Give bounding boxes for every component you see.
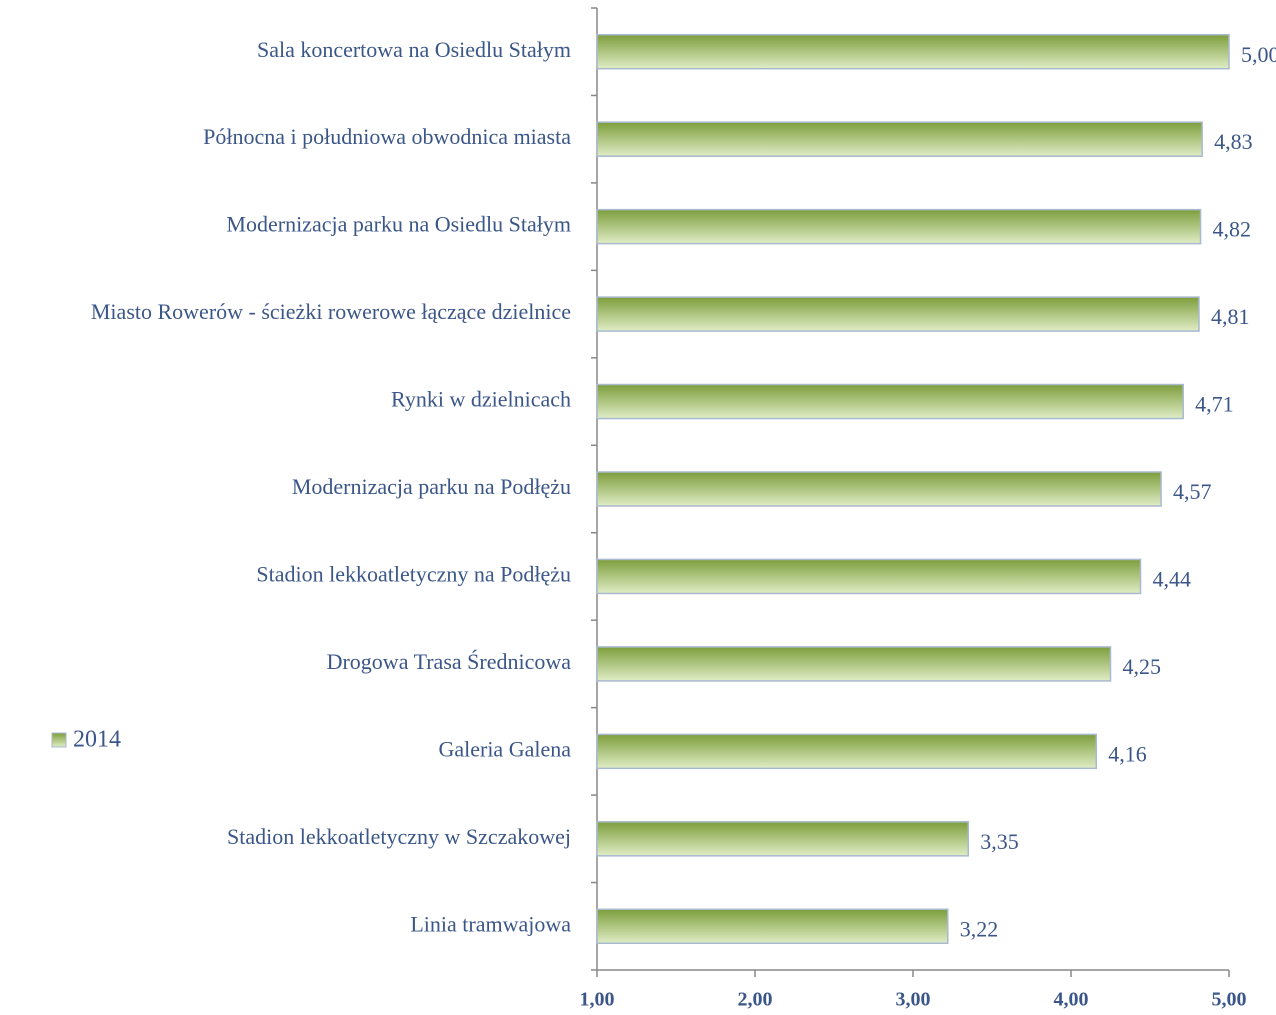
- value-label: 4,25: [1123, 654, 1162, 679]
- value-label: 4,71: [1195, 392, 1234, 417]
- category-label: Linia tramwajowa: [410, 911, 571, 936]
- x-tick-label: 4,00: [1054, 989, 1089, 1011]
- x-tick-label: 3,00: [896, 989, 931, 1011]
- bar: [596, 471, 1162, 507]
- bar: [596, 558, 1142, 595]
- value-label: 4,82: [1213, 217, 1252, 242]
- x-tick-label: 2,00: [738, 989, 773, 1011]
- category-label: Drogowa Trasa Średnicowa: [327, 649, 572, 674]
- value-label: 4,83: [1214, 129, 1253, 154]
- category-label: Miasto Rowerów - ścieżki rowerowe łącząc…: [91, 299, 571, 324]
- category-label: Stadion lekkoatletyczny na Podłężu: [256, 562, 571, 587]
- category-label: Galeria Galena: [438, 736, 571, 761]
- value-label: 4,44: [1153, 567, 1192, 592]
- legend-label: 2014: [73, 727, 121, 753]
- bar: [596, 208, 1202, 245]
- value-label: 4,57: [1173, 479, 1212, 504]
- category-label: Modernizacja parku na Podłężu: [292, 474, 571, 499]
- value-label: 3,22: [960, 916, 999, 941]
- category-label: Modernizacja parku na Osiedlu Stałym: [226, 212, 571, 237]
- bar: [596, 821, 970, 857]
- value-label: 3,35: [980, 829, 1019, 854]
- category-label: Sala koncertowa na Osiedlu Stałym: [257, 37, 571, 62]
- value-label: 5,00: [1241, 42, 1276, 67]
- bar: [596, 296, 1200, 332]
- value-label: 4,81: [1211, 304, 1250, 329]
- category-label: Rynki w dzielnicach: [391, 387, 571, 412]
- value-label: 4,16: [1108, 741, 1147, 766]
- category-label: Stadion lekkoatletyczny w Szczakowej: [227, 824, 571, 849]
- bar: [596, 121, 1203, 157]
- legend-swatch: [51, 732, 67, 748]
- x-tick-label: 1,00: [580, 989, 615, 1011]
- bar: [596, 646, 1112, 682]
- bar: [596, 383, 1184, 420]
- x-tick-label: 5,00: [1212, 989, 1247, 1011]
- bar: [596, 908, 949, 945]
- bar: [596, 33, 1230, 70]
- category-label: Północna i południowa obwodnica miasta: [203, 124, 571, 149]
- bar: [596, 733, 1098, 770]
